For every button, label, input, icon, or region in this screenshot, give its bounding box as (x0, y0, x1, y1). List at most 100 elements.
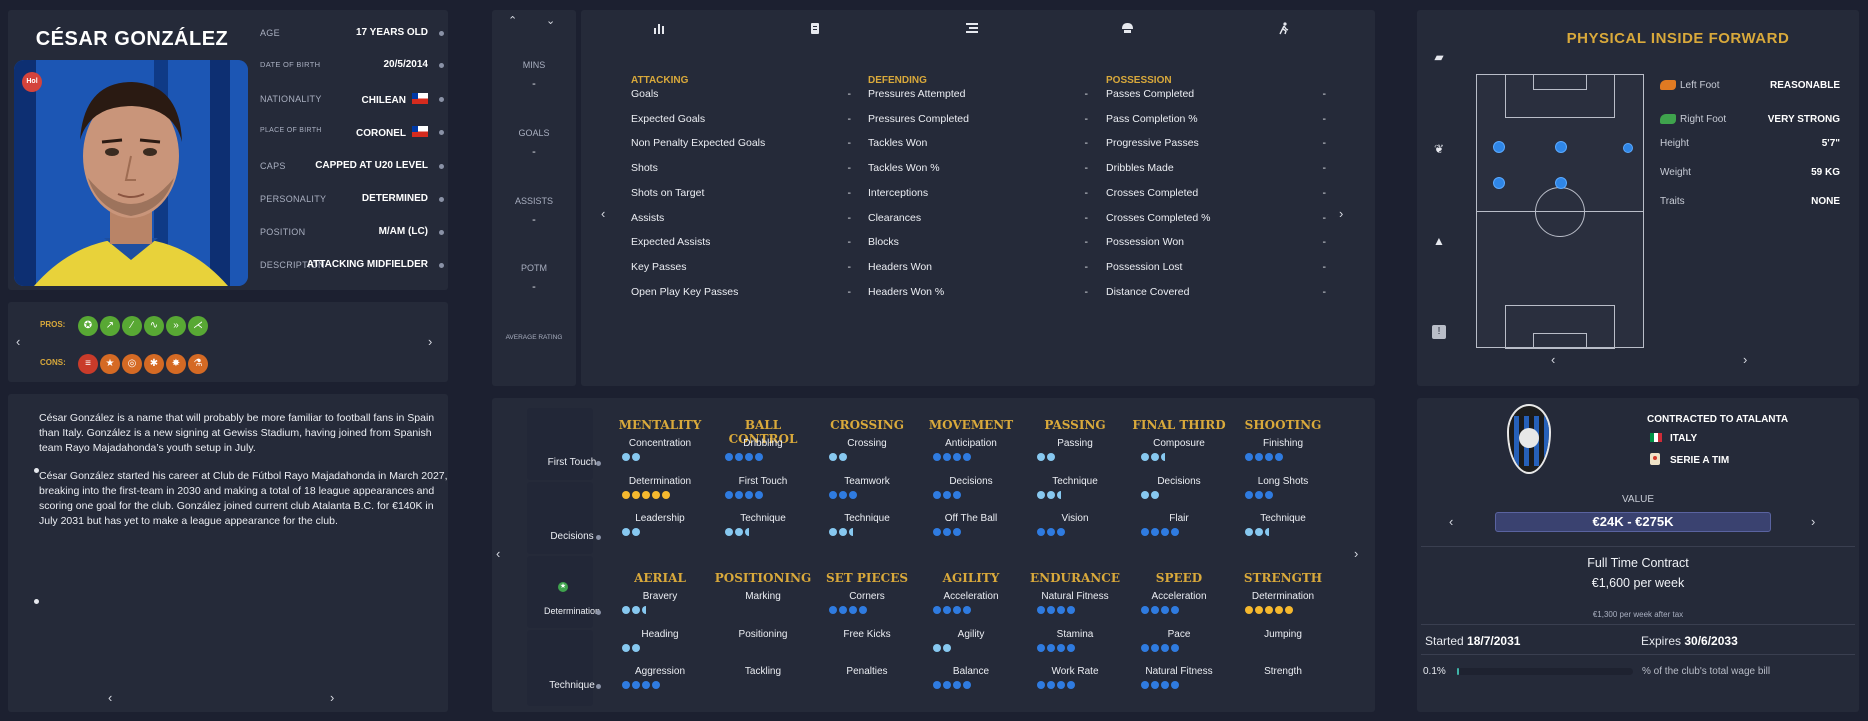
attribute-name[interactable]: Acceleration (1151, 591, 1207, 602)
mountain-icon[interactable]: ▲ (1433, 234, 1445, 248)
chevron-right-icon[interactable]: › (428, 334, 433, 349)
chevron-down-icon[interactable]: ⌄ (546, 15, 556, 27)
spark-icon[interactable]: ✸ (166, 354, 186, 374)
attribute-name[interactable]: Tackling (744, 666, 782, 677)
stat-row[interactable]: Possession Won - (1106, 236, 1326, 256)
attribute-name[interactable]: Composure (1153, 438, 1205, 449)
trend-icon[interactable]: ↗ (100, 316, 120, 336)
stat-row[interactable]: Crosses Completed - (1106, 187, 1326, 207)
stat-row[interactable]: Expected Goals - (631, 113, 851, 133)
stat-row[interactable]: Expected Assists - (631, 236, 851, 256)
side-tab-decisions[interactable] (527, 482, 593, 554)
attribute-name[interactable]: Flair (1169, 513, 1189, 524)
attribute-name[interactable]: Pace (1167, 629, 1191, 640)
star-icon[interactable]: ★ (100, 354, 120, 374)
stat-row[interactable]: Passes Completed - (1106, 88, 1326, 108)
attribute-name[interactable]: Determination (1251, 591, 1315, 602)
chevron-right-icon[interactable]: › (330, 690, 335, 705)
attribute-name[interactable]: Concentration (628, 438, 692, 449)
chevron-left-icon[interactable]: ‹ (16, 334, 21, 349)
attribute-name[interactable]: Vision (1061, 513, 1089, 524)
boot-icon[interactable]: ∕ (122, 316, 142, 336)
burst-icon[interactable]: ✱ (144, 354, 164, 374)
stat-row[interactable]: Open Play Key Passes - (631, 286, 851, 306)
club-crest-icon[interactable] (1507, 404, 1551, 474)
stat-row[interactable]: Shots on Target - (631, 187, 851, 207)
attribute-name[interactable]: Penalties (846, 666, 888, 677)
attribute-name[interactable]: Finishing (1262, 438, 1304, 449)
attribute-name[interactable]: Passing (1057, 438, 1093, 449)
tactics-icon[interactable]: ▰ (1434, 50, 1444, 64)
stat-row[interactable]: Key Passes - (631, 261, 851, 281)
stat-row[interactable]: Assists - (631, 212, 851, 232)
attribute-name[interactable]: Decisions (1157, 476, 1201, 487)
attribute-name[interactable]: Natural Fitness (1145, 666, 1213, 677)
attribute-name[interactable]: Agility (957, 629, 985, 640)
document-icon[interactable] (809, 22, 821, 38)
attribute-name[interactable]: Work Rate (1051, 666, 1099, 677)
chevron-left-icon[interactable]: ‹ (108, 690, 113, 705)
stat-row[interactable]: Crosses Completed % - (1106, 212, 1326, 232)
attribute-name[interactable]: Technique (1052, 476, 1098, 487)
stat-row[interactable]: Blocks - (868, 236, 1088, 256)
attribute-name[interactable]: Natural Fitness (1041, 591, 1109, 602)
attribute-name[interactable]: Technique (1260, 513, 1306, 524)
stat-row[interactable]: Tackles Won % - (868, 162, 1088, 182)
attribute-name[interactable]: Dribbling (743, 438, 783, 449)
flask-icon[interactable]: ⚗ (188, 354, 208, 374)
stat-row[interactable]: Non Penalty Expected Goals - (631, 137, 851, 157)
attribute-name[interactable]: Balance (952, 666, 990, 677)
stat-row[interactable]: Headers Won % - (868, 286, 1088, 306)
attribute-name[interactable]: Marking (745, 591, 781, 602)
chevron-left-icon[interactable]: ‹ (1449, 514, 1454, 529)
run-icon[interactable]: » (166, 316, 186, 336)
attribute-name[interactable]: Off The Ball (944, 513, 998, 524)
attribute-name[interactable]: Crossing (847, 438, 887, 449)
stat-row[interactable]: Pressures Attempted - (868, 88, 1088, 108)
runner-icon[interactable] (1278, 22, 1290, 38)
attribute-name[interactable]: First Touch (738, 476, 788, 487)
chevron-left-icon[interactable]: ‹ (601, 206, 606, 221)
attribute-name[interactable]: Corners (849, 591, 885, 602)
attribute-name[interactable]: Acceleration (943, 591, 999, 602)
chevron-left-icon[interactable]: ‹ (1551, 352, 1556, 367)
stat-row[interactable]: Shots - (631, 162, 851, 182)
stat-row[interactable]: Pressures Completed - (868, 113, 1088, 133)
attribute-name[interactable]: Jumping (1264, 629, 1302, 640)
side-tab-determination[interactable] (527, 556, 593, 628)
chevron-up-icon[interactable]: ⌃ (508, 15, 518, 27)
target-icon[interactable]: ◎ (122, 354, 142, 374)
attribute-name[interactable]: Stamina (1056, 629, 1094, 640)
stat-row[interactable]: Interceptions - (868, 187, 1088, 207)
sprint-icon[interactable]: ⋌ (188, 316, 208, 336)
list-icon[interactable] (966, 22, 978, 37)
attribute-name[interactable]: Positioning (738, 629, 788, 640)
stack-icon[interactable]: ≡ (78, 354, 98, 374)
attribute-name[interactable]: Determination (628, 476, 692, 487)
pulse-icon[interactable]: ∿ (144, 316, 164, 336)
attribute-name[interactable]: Leadership (635, 513, 685, 524)
attribute-name[interactable]: Heading (641, 629, 679, 640)
stat-row[interactable]: Possession Lost - (1106, 261, 1326, 281)
attribute-name[interactable]: Teamwork (844, 476, 890, 487)
attribute-name[interactable]: Free Kicks (843, 629, 891, 640)
side-tab-technique[interactable] (527, 630, 593, 706)
alert-icon[interactable]: ! (1432, 325, 1446, 339)
stat-row[interactable]: Clearances - (868, 212, 1088, 232)
chevron-right-icon[interactable]: › (1811, 514, 1816, 529)
attribute-name[interactable]: Technique (740, 513, 786, 524)
helmet-icon[interactable] (1121, 22, 1134, 37)
attribute-name[interactable]: Decisions (949, 476, 993, 487)
attribute-name[interactable]: Technique (844, 513, 890, 524)
stat-row[interactable]: Distance Covered - (1106, 286, 1326, 306)
stat-row[interactable]: Headers Won - (868, 261, 1088, 281)
brain-icon[interactable]: ✪ (78, 316, 98, 336)
stat-row[interactable]: Dribbles Made - (1106, 162, 1326, 182)
stat-row[interactable]: Tackles Won - (868, 137, 1088, 157)
stat-row[interactable]: Goals - (631, 88, 851, 108)
attribute-name[interactable]: Aggression (634, 666, 686, 677)
attribute-name[interactable]: Long Shots (1257, 476, 1309, 487)
attribute-name[interactable]: Strength (1264, 666, 1302, 677)
attribute-name[interactable]: Bravery (642, 591, 678, 602)
side-tab-first-touch[interactable] (527, 408, 593, 480)
